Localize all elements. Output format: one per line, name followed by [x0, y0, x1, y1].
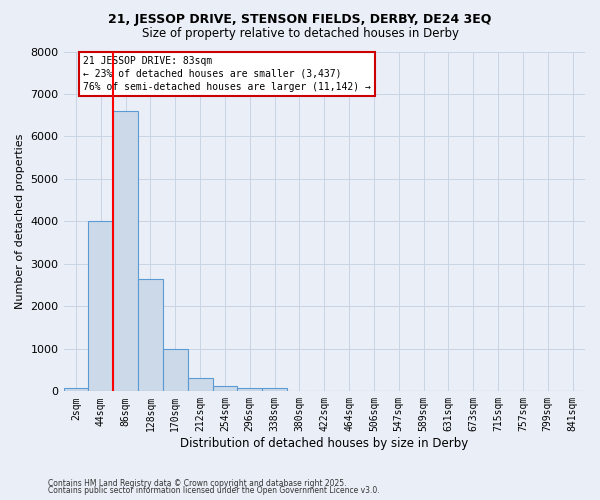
Bar [113, 111, 138, 392]
Text: 21 JESSOP DRIVE: 83sqm
← 23% of detached houses are smaller (3,437)
76% of semi-: 21 JESSOP DRIVE: 83sqm ← 23% of detached… [83, 56, 371, 92]
Text: 21, JESSOP DRIVE, STENSON FIELDS, DERBY, DE24 3EQ: 21, JESSOP DRIVE, STENSON FIELDS, DERBY,… [109, 12, 491, 26]
X-axis label: Distribution of detached houses by size in Derby: Distribution of detached houses by size … [180, 437, 469, 450]
Bar [64, 388, 88, 392]
Bar [238, 388, 262, 392]
Bar [163, 349, 188, 392]
Text: Size of property relative to detached houses in Derby: Size of property relative to detached ho… [142, 28, 458, 40]
Bar [262, 388, 287, 392]
Bar [138, 279, 163, 392]
Bar [188, 378, 212, 392]
Y-axis label: Number of detached properties: Number of detached properties [15, 134, 25, 309]
Text: Contains public sector information licensed under the Open Government Licence v3: Contains public sector information licen… [48, 486, 380, 495]
Bar [212, 386, 238, 392]
Text: Contains HM Land Registry data © Crown copyright and database right 2025.: Contains HM Land Registry data © Crown c… [48, 478, 347, 488]
Bar [88, 222, 113, 392]
